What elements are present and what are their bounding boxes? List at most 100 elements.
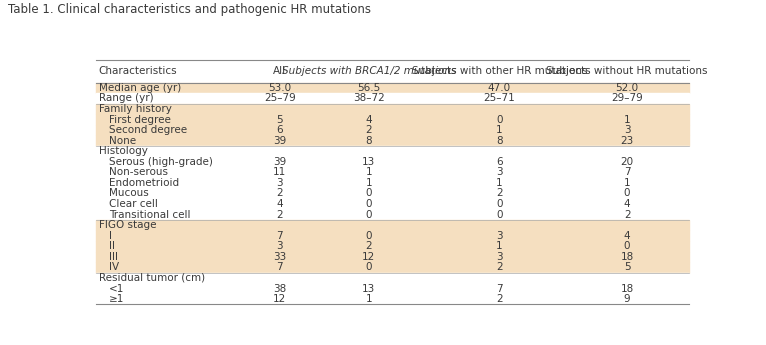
Text: 33: 33 <box>273 252 286 262</box>
Text: 2: 2 <box>365 125 372 135</box>
Text: 4: 4 <box>624 199 630 209</box>
Text: 4: 4 <box>277 199 283 209</box>
Text: 9: 9 <box>624 294 630 304</box>
Bar <box>96 114 689 125</box>
Bar <box>96 104 689 114</box>
Bar <box>96 252 689 262</box>
Text: 1: 1 <box>496 178 502 188</box>
Text: 23: 23 <box>620 136 633 146</box>
Text: <1: <1 <box>109 284 124 294</box>
Bar <box>96 188 689 199</box>
Text: 0: 0 <box>365 210 372 220</box>
Text: Subjects without HR mutations: Subjects without HR mutations <box>546 66 708 76</box>
Text: 12: 12 <box>362 252 375 262</box>
Text: 47.0: 47.0 <box>488 83 511 93</box>
Text: 5: 5 <box>624 263 630 273</box>
Text: 0: 0 <box>496 115 502 125</box>
Text: 7: 7 <box>496 284 502 294</box>
Text: 2: 2 <box>496 263 502 273</box>
Text: ≥1: ≥1 <box>109 294 124 304</box>
Bar <box>96 146 689 157</box>
Text: 2: 2 <box>277 188 283 198</box>
Text: 1: 1 <box>624 178 630 188</box>
Text: 0: 0 <box>496 199 502 209</box>
Text: 3: 3 <box>624 125 630 135</box>
Text: 38–72: 38–72 <box>353 93 385 104</box>
Text: 0: 0 <box>365 188 372 198</box>
Text: Range (yr): Range (yr) <box>99 93 153 104</box>
Bar <box>96 82 689 93</box>
Text: 13: 13 <box>362 157 375 167</box>
Text: 39: 39 <box>273 157 286 167</box>
Text: Serous (high-grade): Serous (high-grade) <box>109 157 213 167</box>
Text: 38: 38 <box>273 284 286 294</box>
Bar <box>96 93 689 104</box>
Text: II: II <box>109 241 115 251</box>
Text: 1: 1 <box>624 115 630 125</box>
Text: Table 1. Clinical characteristics and pathogenic HR mutations: Table 1. Clinical characteristics and pa… <box>8 3 371 17</box>
Bar <box>96 262 689 273</box>
Text: 2: 2 <box>624 210 630 220</box>
Text: 3: 3 <box>496 252 502 262</box>
Text: 25–79: 25–79 <box>264 93 296 104</box>
Text: Transitional cell: Transitional cell <box>109 210 190 220</box>
Text: 18: 18 <box>620 284 633 294</box>
Bar <box>96 209 689 220</box>
Text: Histology: Histology <box>99 146 148 156</box>
Text: 1: 1 <box>496 241 502 251</box>
Text: 1: 1 <box>365 178 372 188</box>
Text: 1: 1 <box>496 125 502 135</box>
Text: 0: 0 <box>624 241 630 251</box>
Text: 0: 0 <box>365 199 372 209</box>
Text: 6: 6 <box>277 125 283 135</box>
Text: Median age (yr): Median age (yr) <box>99 83 181 93</box>
Text: 2: 2 <box>496 294 502 304</box>
Text: 8: 8 <box>365 136 372 146</box>
Text: 7: 7 <box>277 263 283 273</box>
Text: Endometrioid: Endometrioid <box>109 178 179 188</box>
Bar <box>96 60 689 82</box>
Text: 0: 0 <box>496 210 502 220</box>
Text: 0: 0 <box>624 188 630 198</box>
Text: 13: 13 <box>362 284 375 294</box>
Text: III: III <box>109 252 118 262</box>
Bar <box>96 241 689 252</box>
Bar <box>96 220 689 230</box>
Text: Clear cell: Clear cell <box>109 199 158 209</box>
Text: 20: 20 <box>620 157 633 167</box>
Text: 12: 12 <box>273 294 286 304</box>
Text: 4: 4 <box>624 231 630 241</box>
Text: 3: 3 <box>277 241 283 251</box>
Text: Residual tumor (cm): Residual tumor (cm) <box>99 273 205 283</box>
Text: 2: 2 <box>496 188 502 198</box>
Text: Subjects with other HR mutations: Subjects with other HR mutations <box>411 66 588 76</box>
Text: 3: 3 <box>277 178 283 188</box>
Bar <box>96 135 689 146</box>
Text: 29–79: 29–79 <box>611 93 643 104</box>
Text: 1: 1 <box>365 167 372 177</box>
Text: 2: 2 <box>277 210 283 220</box>
Text: 18: 18 <box>620 252 633 262</box>
Text: 5: 5 <box>277 115 283 125</box>
Text: Non-serous: Non-serous <box>109 167 168 177</box>
Bar <box>96 125 689 135</box>
Text: I: I <box>109 231 112 241</box>
Bar <box>96 178 689 188</box>
Text: 7: 7 <box>624 167 630 177</box>
Text: 6: 6 <box>496 157 502 167</box>
Text: 25–71: 25–71 <box>483 93 516 104</box>
Text: 52.0: 52.0 <box>616 83 639 93</box>
Text: Second degree: Second degree <box>109 125 187 135</box>
Bar <box>96 283 689 294</box>
Bar <box>96 157 689 167</box>
Text: 2: 2 <box>365 241 372 251</box>
Text: Family history: Family history <box>99 104 172 114</box>
Bar <box>96 167 689 178</box>
Text: 0: 0 <box>365 263 372 273</box>
Text: 3: 3 <box>496 167 502 177</box>
Text: 39: 39 <box>273 136 286 146</box>
Bar <box>96 230 689 241</box>
Text: 4: 4 <box>365 115 372 125</box>
Text: None: None <box>109 136 136 146</box>
Text: FIGO stage: FIGO stage <box>99 220 156 230</box>
